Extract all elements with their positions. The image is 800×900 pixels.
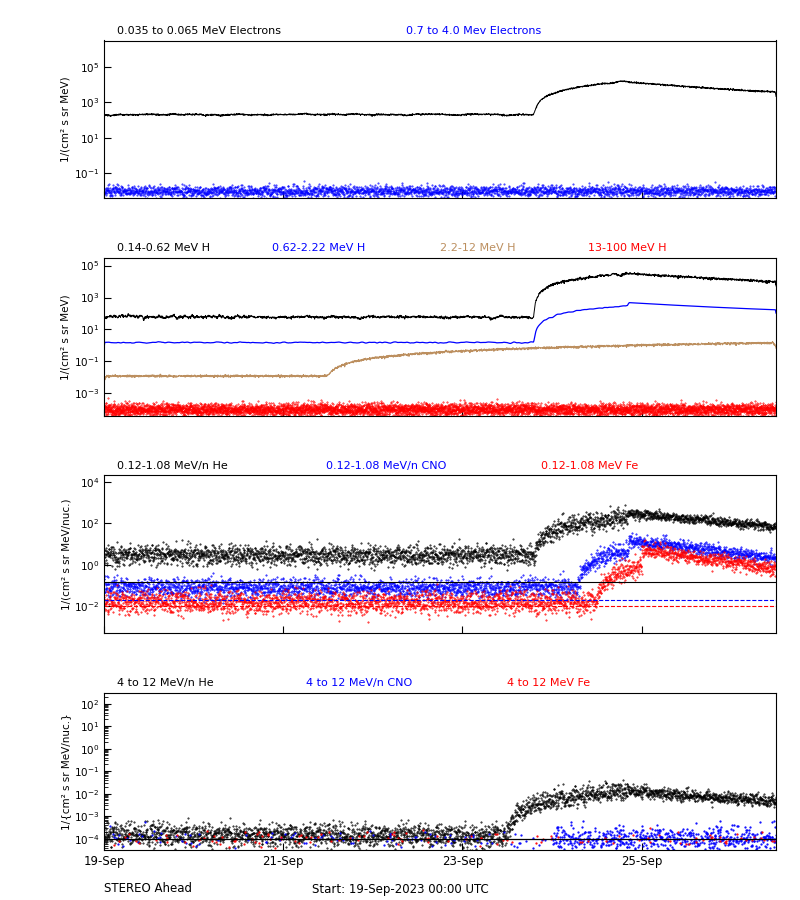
Text: 0.62-2.22 MeV H: 0.62-2.22 MeV H [272,243,366,253]
Text: 0.12-1.08 MeV/n CNO: 0.12-1.08 MeV/n CNO [326,461,446,471]
Y-axis label: 1/(cm² s sr MeV): 1/(cm² s sr MeV) [61,294,71,380]
Text: 4 to 12 MeV/n He: 4 to 12 MeV/n He [118,679,214,688]
Text: STEREO Ahead: STEREO Ahead [104,883,192,896]
Text: 4 to 12 MeV Fe: 4 to 12 MeV Fe [507,679,590,688]
Text: Start: 19-Sep-2023 00:00 UTC: Start: 19-Sep-2023 00:00 UTC [312,883,488,896]
Text: 0.14-0.62 MeV H: 0.14-0.62 MeV H [118,243,210,253]
Text: 0.12-1.08 MeV Fe: 0.12-1.08 MeV Fe [541,461,638,471]
Text: 13-100 MeV H: 13-100 MeV H [588,243,666,253]
Text: 0.035 to 0.065 MeV Electrons: 0.035 to 0.065 MeV Electrons [118,26,282,36]
Y-axis label: 1/{cm² s sr MeV/nuc.}: 1/{cm² s sr MeV/nuc.} [61,714,70,830]
Y-axis label: 1/(cm² s sr MeV): 1/(cm² s sr MeV) [61,76,71,162]
Text: 4 to 12 MeV/n CNO: 4 to 12 MeV/n CNO [306,679,412,688]
Text: 0.12-1.08 MeV/n He: 0.12-1.08 MeV/n He [118,461,228,471]
Y-axis label: 1/(cm² s sr MeV/nuc.): 1/(cm² s sr MeV/nuc.) [61,499,71,610]
Text: 0.7 to 4.0 Mev Electrons: 0.7 to 4.0 Mev Electrons [406,26,542,36]
Text: 2.2-12 MeV H: 2.2-12 MeV H [440,243,515,253]
